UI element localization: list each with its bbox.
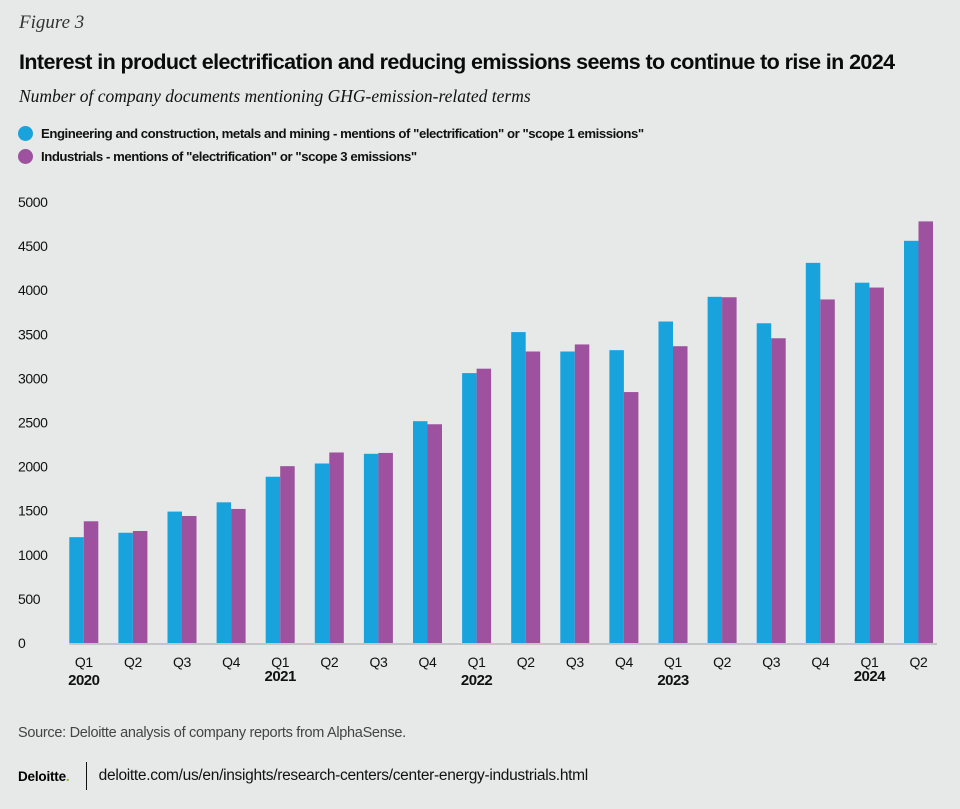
bar-series-2 xyxy=(427,424,442,643)
bar-series-2 xyxy=(869,287,884,643)
x-tick-label: Q1 xyxy=(75,654,93,670)
x-tick-label: Q1 xyxy=(664,654,682,670)
footer: Deloitte. deloitte.com/us/en/insights/re… xyxy=(18,762,588,790)
bar-series-1 xyxy=(413,421,428,643)
bar-series-2 xyxy=(378,452,393,643)
bar-series-2 xyxy=(132,530,148,643)
y-tick-label: 2500 xyxy=(18,415,48,431)
bar-series-1 xyxy=(756,323,772,643)
y-tick-label: 500 xyxy=(18,591,41,607)
x-year-label: 2024 xyxy=(854,668,887,685)
legend-item-series-1: Engineering and construction, metals and… xyxy=(18,122,644,145)
x-tick-label: Q4 xyxy=(811,654,829,670)
y-tick-label: 1000 xyxy=(18,547,48,563)
bar-series-1 xyxy=(118,532,133,643)
bar-series-1 xyxy=(69,537,84,643)
x-tick-label: Q3 xyxy=(173,654,191,670)
source-note: Source: Deloitte analysis of company rep… xyxy=(18,725,406,741)
bar-series-2 xyxy=(771,338,786,643)
y-tick-label: 4000 xyxy=(18,282,48,298)
bar-series-2 xyxy=(182,515,197,643)
x-tick-label: Q2 xyxy=(124,654,142,670)
bar-chart: 0 500 1000 1500 2000 2500 3000 3500 4000 4500 5000… xyxy=(18,194,937,689)
x-year-label: 2023 xyxy=(657,672,689,689)
figure-label: Figure 3 xyxy=(19,12,85,33)
legend: Engineering and construction, metals and… xyxy=(18,122,644,168)
x-tick-label: Q2 xyxy=(713,654,731,670)
footer-divider xyxy=(85,762,87,790)
x-tick-label: Q4 xyxy=(419,654,437,670)
bar-series-1 xyxy=(560,351,575,643)
legend-swatch-series-1 xyxy=(18,126,33,141)
x-tick-label: Q2 xyxy=(910,654,928,670)
bar-series-2 xyxy=(525,351,541,643)
bar-series-1 xyxy=(904,240,919,644)
legend-swatch-series-2 xyxy=(18,149,33,164)
x-tick-label: Q3 xyxy=(762,654,780,670)
y-tick-label: 4500 xyxy=(18,238,48,254)
bar-series-2 xyxy=(83,521,99,643)
x-tick-label: Q1 xyxy=(860,654,878,670)
bar-series-2 xyxy=(574,344,590,643)
bar-series-1 xyxy=(854,282,870,643)
bar-series-2 xyxy=(231,508,246,643)
bar-series-1 xyxy=(314,463,330,643)
bar-series-2 xyxy=(476,368,492,643)
x-tick-label: Q3 xyxy=(369,654,387,670)
source-url-link[interactable]: deloitte.com/us/en/insights/research-cen… xyxy=(98,767,589,784)
chart-subtitle: Number of company documents mentioning G… xyxy=(19,86,531,106)
x-axis: Q1 Q2 Q3 Q4 Q1 Q2 Q3 Q4 Q1 Q2 Q3 Q4 Q1 Q2 Q3 Q4 Q1 Q2 2020… xyxy=(68,654,928,689)
x-year-label: 2020 xyxy=(68,672,100,689)
x-tick-label: Q1 xyxy=(468,654,486,670)
bar-series-2 xyxy=(623,392,639,643)
y-tick-label: 3000 xyxy=(18,370,48,386)
bar-series-2 xyxy=(918,221,933,643)
y-tick-label: 1500 xyxy=(18,503,48,519)
y-tick-label: 3500 xyxy=(18,326,48,342)
x-tick-label: Q2 xyxy=(320,654,338,670)
x-year-label: 2021 xyxy=(265,668,297,685)
y-tick-label: 0 xyxy=(18,635,26,651)
y-tick-label: 5000 xyxy=(18,194,48,210)
x-tick-label: Q3 xyxy=(566,654,584,670)
bar-series-2 xyxy=(820,299,835,643)
bar-series-1 xyxy=(707,296,723,643)
bar-series-1 xyxy=(658,321,673,643)
bar-series-1 xyxy=(462,373,477,643)
x-tick-label: Q4 xyxy=(222,654,240,670)
bar-series-1 xyxy=(265,476,281,643)
legend-label-series-2: Industrials - mentions of "electrificati… xyxy=(41,149,417,164)
bar-series-2 xyxy=(280,466,295,643)
bar-series-1 xyxy=(609,350,624,643)
x-tick-label: Q2 xyxy=(517,654,535,670)
bar-series-1 xyxy=(511,332,526,643)
bar-series-2 xyxy=(722,297,737,643)
logo-green-dot: . xyxy=(65,768,70,784)
chart-title: Interest in product electrification and … xyxy=(19,50,895,74)
x-tick-label: Q1 xyxy=(271,654,289,670)
legend-item-series-2: Industrials - mentions of "electrificati… xyxy=(18,145,644,168)
x-tick-label: Q4 xyxy=(615,654,633,670)
bar-series-1 xyxy=(216,502,232,643)
y-axis: 0 500 1000 1500 2000 2500 3000 3500 4000 4500 5000 xyxy=(18,194,49,651)
bar-series-1 xyxy=(363,453,379,643)
bar-series-1 xyxy=(805,262,821,643)
bar-series-1 xyxy=(167,511,182,643)
y-tick-label: 2000 xyxy=(18,459,48,475)
bar-series-2 xyxy=(329,452,344,643)
legend-label-series-1: Engineering and construction, metals and… xyxy=(41,126,644,141)
bar-series-2 xyxy=(673,346,688,643)
bars xyxy=(69,221,933,644)
x-year-label: 2022 xyxy=(461,672,493,689)
deloitte-logo: Deloitte xyxy=(18,768,66,784)
